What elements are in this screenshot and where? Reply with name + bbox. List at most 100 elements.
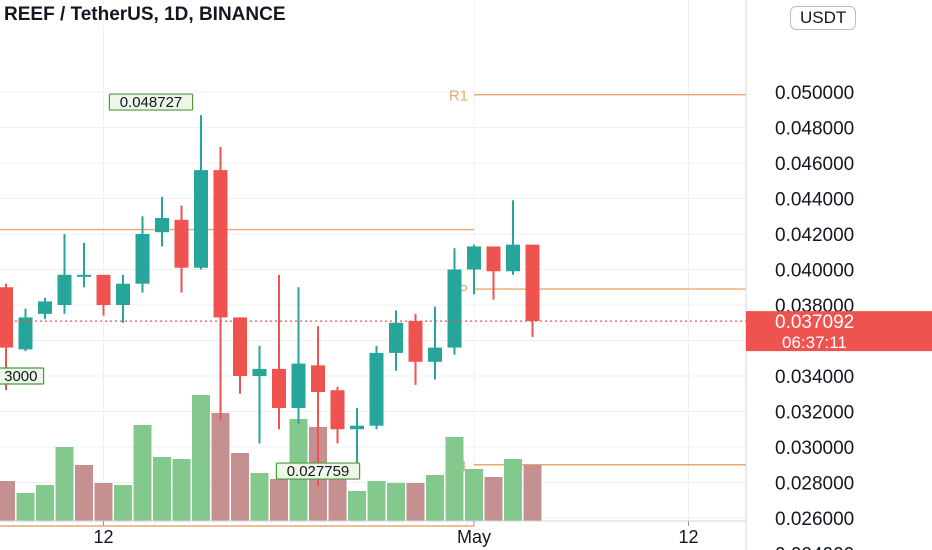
volume-bar [94, 483, 113, 521]
candle [447, 248, 462, 355]
candle [330, 386, 345, 444]
pivot-lines: R1PS1 [0, 88, 746, 527]
volume-bar [484, 477, 503, 521]
candle-body [155, 218, 169, 233]
volume-bar [192, 395, 210, 521]
candle-countdown: 06:37:11 [782, 333, 847, 352]
volume-bar [348, 491, 366, 521]
candle [291, 287, 306, 424]
candle [18, 308, 33, 352]
volume-bars [0, 395, 542, 521]
candle-body [447, 269, 462, 348]
annotations: 0.048727 0.027759 3000 [0, 93, 361, 480]
grid [0, 0, 746, 521]
candle-body [506, 244, 520, 272]
pivot-label-p: P [458, 282, 468, 299]
y-tick-label: 0.026000 [775, 509, 854, 530]
time-axis[interactable]: 12 May 12 [93, 521, 699, 547]
volume-bar [406, 483, 425, 521]
left-low-label: 3000 [0, 367, 45, 385]
candle-body [135, 234, 150, 284]
candle-body [389, 322, 403, 353]
volume-bar [387, 483, 405, 521]
y-tick-label: 0.034000 [775, 367, 854, 388]
candle [408, 313, 423, 385]
candle-body [213, 170, 228, 318]
candle-body [369, 352, 384, 426]
volume-bar [367, 481, 386, 521]
current-price-box [746, 311, 932, 352]
candle [369, 345, 384, 430]
volume-bar [504, 459, 522, 521]
x-tick-label: 12 [93, 527, 113, 547]
candle-body [311, 365, 325, 392]
candle-body [350, 425, 364, 430]
candle-body [57, 274, 72, 305]
candle-body [428, 347, 442, 362]
candle [252, 345, 267, 444]
currency-unit-button[interactable]: USDT [790, 6, 857, 30]
high-price-label: 0.048727 [108, 93, 194, 111]
candle-body [408, 320, 423, 362]
low-price-label: 0.027759 [275, 462, 361, 480]
candle [506, 200, 520, 275]
y-tick-label: 0.048000 [775, 119, 854, 140]
candle [350, 407, 364, 465]
volume-bar [465, 469, 483, 521]
candles[interactable] [0, 115, 540, 487]
candle [486, 246, 501, 300]
y-tick-label: 0.042000 [775, 225, 854, 246]
candle-body [96, 274, 111, 305]
volume-bar [270, 479, 288, 521]
candle-body [252, 368, 267, 376]
candle-body [194, 170, 208, 268]
left-low-label-box [0, 367, 45, 385]
candle-body [486, 246, 501, 272]
volume-bar [75, 465, 93, 521]
y-tick-label: 0.032000 [775, 403, 854, 424]
candle [77, 242, 91, 288]
candle-body [233, 317, 247, 376]
volume-bar [153, 457, 171, 521]
chart-title: REEF / TetherUS, 1D, BINANCE [4, 4, 286, 26]
low-price-label-text: 0.027759 [287, 463, 350, 480]
y-tick-label: 0.030000 [775, 438, 854, 459]
candle [213, 147, 228, 421]
candle-body [116, 283, 130, 305]
candle-body [77, 274, 91, 277]
volume-bar [231, 453, 249, 521]
volume-bar [328, 475, 347, 521]
candle-body [0, 287, 13, 348]
volume-bar [36, 485, 54, 521]
volume-bar [55, 447, 74, 521]
volume-bar [0, 481, 15, 521]
low-price-label-box [275, 462, 361, 480]
x-tick-label: 12 [678, 527, 698, 547]
candle [272, 274, 286, 430]
candle-body [18, 317, 33, 350]
candle-body [272, 368, 286, 408]
candle [194, 115, 208, 270]
candle [389, 310, 403, 371]
candle-body [291, 363, 306, 408]
high-price-label-box [108, 93, 194, 111]
candle [116, 274, 130, 323]
left-low-label-text: 3000 [4, 368, 37, 385]
volume-bar [211, 413, 230, 521]
volume-bar [250, 473, 269, 521]
y-tick-label: 0.024000 [775, 545, 854, 550]
volume-bar [445, 437, 464, 521]
candle [467, 244, 481, 295]
candle-body [525, 244, 540, 321]
pivot-label-r1: R1 [449, 88, 468, 105]
candle-body [174, 219, 189, 268]
volume-bar [114, 485, 132, 521]
volume-bar [523, 465, 542, 521]
candle-body [467, 246, 481, 270]
y-tick-label: 0.044000 [775, 190, 854, 211]
candle [155, 196, 169, 247]
high-price-label-text: 0.048727 [120, 94, 183, 111]
volume-bar [16, 493, 35, 521]
